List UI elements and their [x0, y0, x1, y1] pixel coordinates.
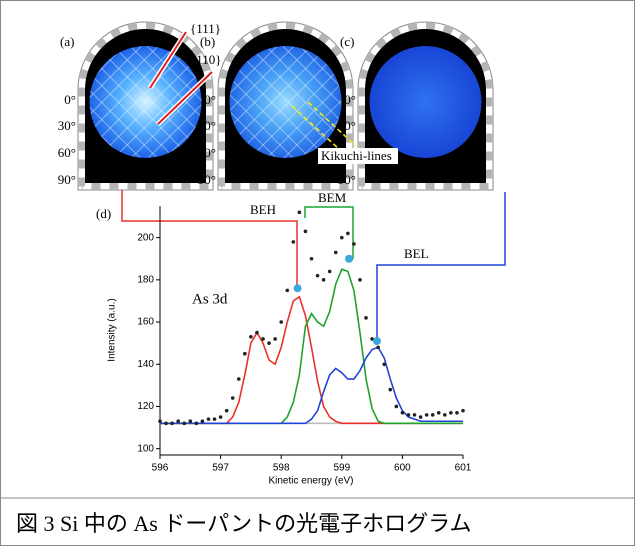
data-point — [279, 320, 283, 324]
data-point — [461, 409, 465, 413]
y-tick-label: 100 — [137, 443, 154, 454]
data-point — [413, 413, 417, 417]
peak-marker — [345, 255, 353, 263]
data-point — [382, 362, 386, 366]
plane-label: {110} — [190, 52, 222, 67]
peak-marker — [373, 337, 381, 345]
hologram-texture — [230, 46, 342, 158]
holograms: (a)0°30°60°90°(b)0°30°60°90°(c)0°30°60°9… — [58, 22, 493, 190]
angle-label: 90° — [338, 172, 356, 187]
angle-label: 30° — [58, 118, 76, 133]
panel-label: (c) — [340, 34, 354, 49]
data-point — [407, 413, 411, 417]
data-point — [231, 396, 235, 400]
angle-label: 90° — [198, 172, 216, 187]
hologram-disk — [370, 46, 482, 158]
figure: (a)0°30°60°90°(b)0°30°60°90°(c)0°30°60°9… — [0, 0, 635, 546]
data-point — [189, 419, 193, 423]
angle-label: 90° — [58, 172, 76, 187]
data-point — [437, 411, 441, 415]
data-point — [158, 419, 162, 423]
peak-marker — [294, 284, 302, 292]
x-tick-label: 596 — [152, 463, 169, 474]
angle-label: 30° — [198, 118, 216, 133]
data-point — [267, 341, 271, 345]
angle-label: 0° — [64, 92, 76, 107]
annotation: As 3d — [192, 291, 228, 307]
data-point — [176, 419, 180, 423]
x-axis-label: Kinetic energy (eV) — [268, 476, 353, 487]
data-point — [225, 409, 229, 413]
data-point — [358, 278, 362, 282]
data-point — [328, 270, 332, 274]
data-point — [285, 289, 289, 293]
angle-label: 0° — [204, 92, 216, 107]
angle-label: 60° — [198, 145, 216, 160]
data-point — [425, 413, 429, 417]
data-point — [364, 316, 368, 320]
panel-label: (b) — [200, 34, 215, 49]
angle-label: 0° — [344, 92, 356, 107]
data-point — [376, 346, 380, 350]
data-point — [255, 331, 259, 335]
data-point — [273, 337, 277, 341]
data-point — [455, 411, 459, 415]
panel-label: (a) — [60, 34, 74, 49]
data-point — [322, 278, 326, 282]
data-point — [249, 335, 253, 339]
plane-label: {111} — [190, 21, 221, 36]
component-label: BEM — [318, 190, 347, 205]
data-point — [261, 337, 265, 341]
data-point — [388, 388, 392, 392]
data-point — [310, 257, 314, 261]
data-point — [395, 405, 399, 409]
data-point — [170, 422, 174, 426]
data-point — [401, 411, 405, 415]
data-point — [243, 352, 247, 356]
data-point — [195, 422, 199, 426]
data-point — [316, 274, 320, 278]
data-point — [449, 411, 453, 415]
data-point — [237, 377, 241, 381]
data-point — [419, 415, 423, 419]
data-point — [334, 251, 338, 255]
y-tick-label: 140 — [137, 359, 154, 370]
panel-label: (d) — [96, 206, 111, 221]
y-tick-label: 200 — [137, 232, 154, 243]
data-point — [164, 422, 168, 426]
x-tick-label: 601 — [455, 463, 472, 474]
data-point — [201, 419, 205, 423]
data-point — [292, 240, 296, 244]
component-label: BEL — [404, 246, 429, 261]
x-tick-label: 598 — [273, 463, 290, 474]
data-point — [443, 413, 447, 417]
y-tick-label: 120 — [137, 401, 154, 412]
component-label: BEH — [250, 202, 276, 217]
data-point — [207, 417, 211, 421]
data-point — [431, 413, 435, 417]
y-tick-label: 180 — [137, 274, 154, 285]
data-point — [346, 232, 350, 236]
angle-label: 60° — [58, 145, 76, 160]
hologram-texture — [90, 46, 202, 158]
data-point — [352, 242, 356, 246]
y-tick-label: 160 — [137, 317, 154, 328]
x-tick-label: 599 — [333, 463, 350, 474]
data-point — [298, 211, 302, 215]
caption: 図 3 Si 中の As ドーパントの光電子ホログラム — [16, 511, 472, 536]
data-point — [304, 230, 308, 234]
y-axis-label: Intensity (a.u.) — [107, 298, 118, 361]
kikuchi-label: Kikuchi-lines — [321, 148, 392, 163]
x-tick-label: 600 — [394, 463, 411, 474]
data-point — [213, 417, 217, 421]
data-point — [182, 422, 186, 426]
data-point — [219, 415, 223, 419]
x-tick-label: 597 — [212, 463, 229, 474]
data-point — [340, 236, 344, 240]
